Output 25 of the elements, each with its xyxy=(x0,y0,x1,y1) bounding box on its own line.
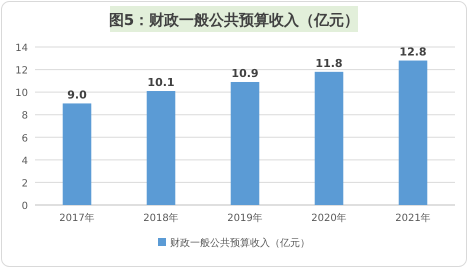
y-tick-label: 4 xyxy=(22,156,28,167)
bar xyxy=(398,60,428,205)
bar xyxy=(230,82,260,205)
y-tick-label: 6 xyxy=(22,133,28,144)
data-label: 9.0 xyxy=(67,88,88,102)
x-tick-label: 2018年 xyxy=(143,212,179,224)
y-tick-label: 14 xyxy=(15,43,28,54)
y-tick-label: 0 xyxy=(22,201,28,212)
y-tick-label: 12 xyxy=(15,66,28,77)
data-label: 10.1 xyxy=(147,76,175,90)
data-label: 11.8 xyxy=(315,56,343,70)
x-tick-label: 2021年 xyxy=(395,212,431,224)
y-tick-label: 10 xyxy=(15,88,28,100)
bar xyxy=(62,103,92,205)
data-label: 10.9 xyxy=(231,66,259,80)
data-label: 12.8 xyxy=(399,46,427,59)
chart-title: 图5：财政一般公共预算收入（亿元） xyxy=(108,11,360,29)
x-tick-label: 2017年 xyxy=(59,212,95,224)
bar xyxy=(146,91,176,205)
x-tick-label: 2019年 xyxy=(227,212,263,224)
y-tick-label: 2 xyxy=(22,178,28,190)
x-tick-label: 2020年 xyxy=(311,212,347,224)
bar xyxy=(314,72,344,205)
legend-label: 财政一般公共预算收入（亿元） xyxy=(170,237,310,249)
y-tick-label: 8 xyxy=(22,110,28,122)
